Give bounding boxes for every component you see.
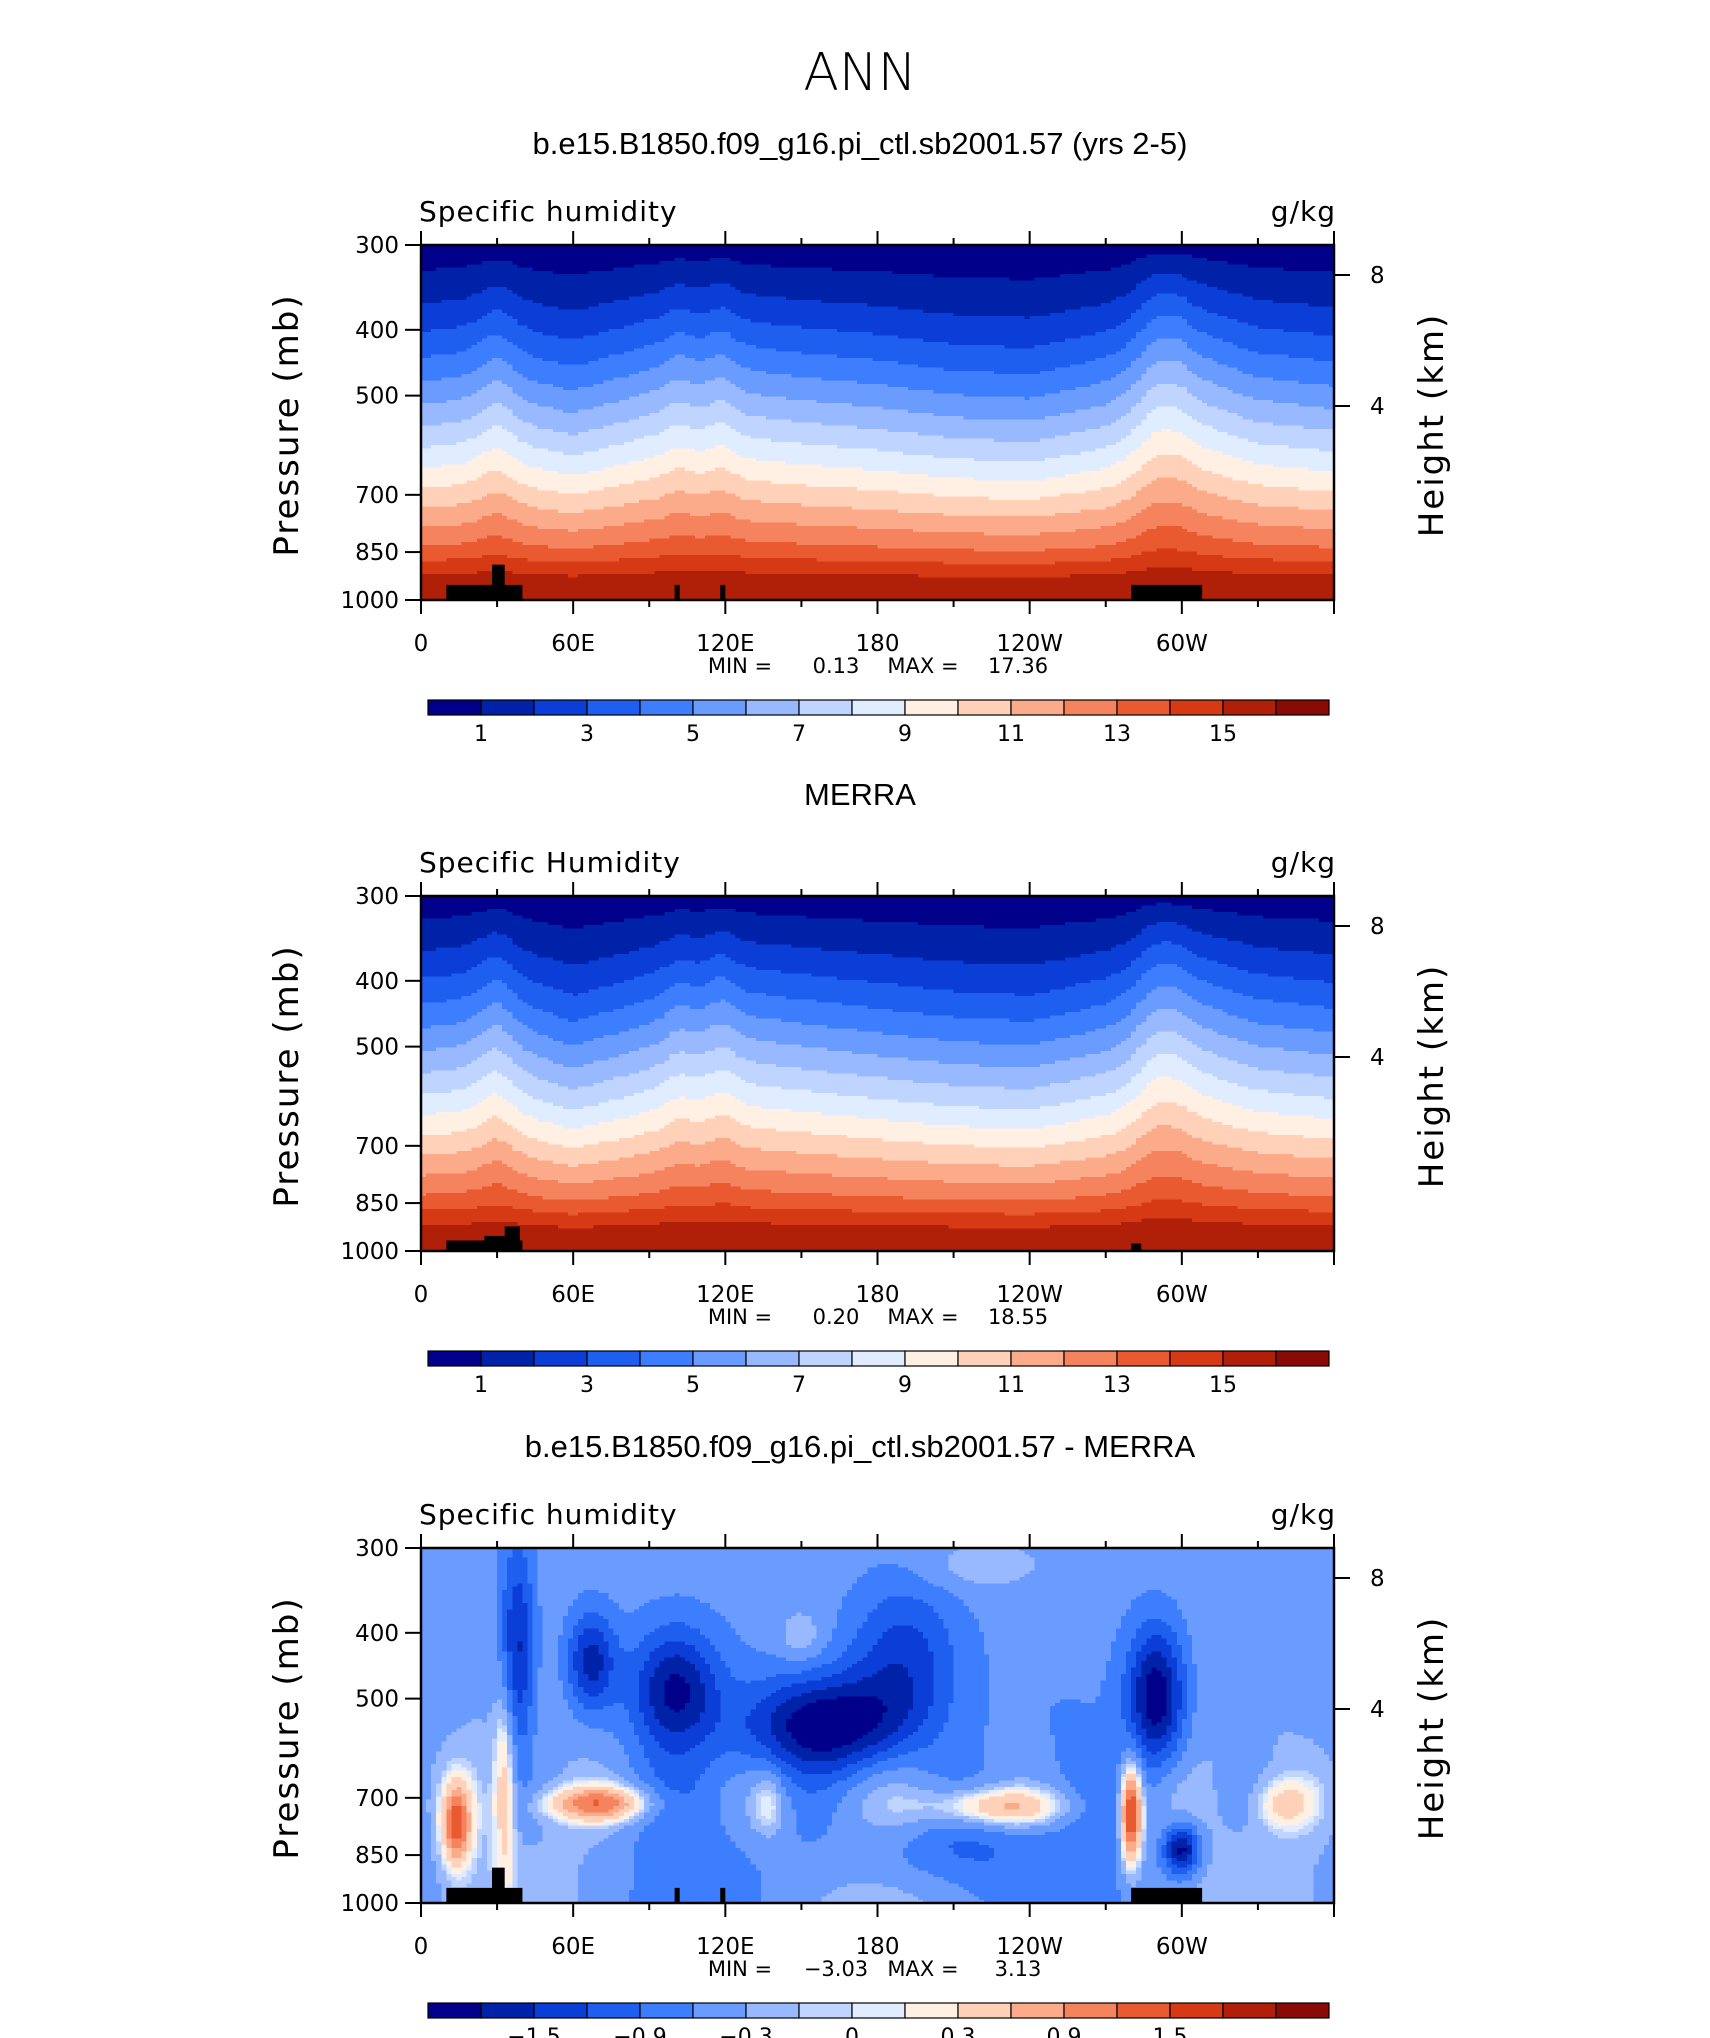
units-label: g/kg xyxy=(1271,195,1336,228)
variable-label: Specific humidity xyxy=(419,195,678,228)
panel-title: b.e15.B1850.f09_g16.pi_ctl.sb2001.57 (yr… xyxy=(533,126,1188,161)
figure: ANN b.e15.B1850.f09_g16.pi_ctl.sb2001.57… xyxy=(0,0,1710,2038)
field-cells xyxy=(421,245,1335,601)
figure-title: ANN xyxy=(803,43,916,103)
panel-1: b.e15.B1850.f09_g16.pi_ctl.sb2001.57 (yr… xyxy=(267,126,1452,747)
